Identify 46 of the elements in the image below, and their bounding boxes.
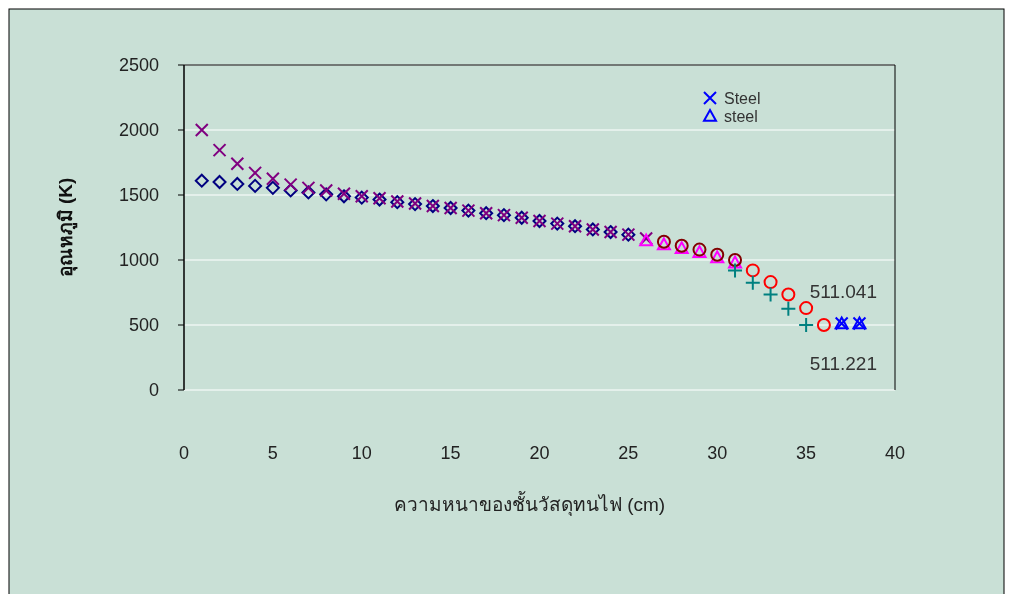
x-tick-label: 10 bbox=[351, 443, 372, 463]
x-tick-label: 30 bbox=[707, 443, 728, 463]
x-tick-label: 15 bbox=[440, 443, 461, 463]
annotation: 511.041 bbox=[809, 281, 877, 302]
point bbox=[248, 178, 263, 193]
point bbox=[301, 185, 316, 200]
point bbox=[798, 317, 815, 333]
y-tick-label: 0 bbox=[148, 380, 159, 400]
point bbox=[763, 275, 778, 290]
point bbox=[781, 287, 796, 302]
point bbox=[780, 300, 797, 317]
y-tick-label: 500 bbox=[128, 315, 159, 335]
x-tick-label: 25 bbox=[618, 443, 639, 463]
point bbox=[194, 173, 209, 188]
x-tick-label: 0 bbox=[178, 443, 190, 463]
y-tick-label: 1500 bbox=[118, 185, 159, 205]
legend-label: steel bbox=[724, 108, 758, 125]
x-axis-title: ความหนาของชั้นวัสดุทนไฟ (cm) bbox=[393, 491, 666, 517]
x-tick-label: 20 bbox=[529, 443, 550, 463]
x-tick-label: 40 bbox=[884, 443, 906, 463]
point bbox=[283, 177, 298, 192]
point bbox=[727, 262, 744, 279]
point bbox=[745, 263, 760, 278]
point bbox=[744, 274, 761, 291]
point bbox=[319, 183, 334, 198]
point bbox=[799, 301, 814, 316]
point bbox=[212, 143, 227, 158]
point bbox=[265, 180, 280, 195]
point bbox=[319, 187, 334, 202]
x-tick-label: 5 bbox=[267, 443, 278, 463]
point bbox=[248, 165, 263, 180]
legend-label: Steel bbox=[724, 90, 761, 107]
point bbox=[230, 176, 245, 191]
point bbox=[230, 156, 245, 171]
point bbox=[762, 286, 779, 303]
y-tick-label: 2000 bbox=[118, 120, 159, 140]
y-axis-title: อุณหภูมิ (K) bbox=[55, 177, 78, 278]
point bbox=[265, 171, 280, 186]
y-tick-label: 2500 bbox=[118, 55, 159, 75]
point bbox=[816, 318, 831, 332]
point bbox=[301, 180, 316, 195]
x-tick-label: 35 bbox=[796, 443, 817, 463]
y-tick-label: 1000 bbox=[118, 250, 159, 270]
point bbox=[212, 175, 227, 189]
annotation: 511.221 bbox=[809, 353, 877, 374]
point bbox=[194, 123, 209, 137]
